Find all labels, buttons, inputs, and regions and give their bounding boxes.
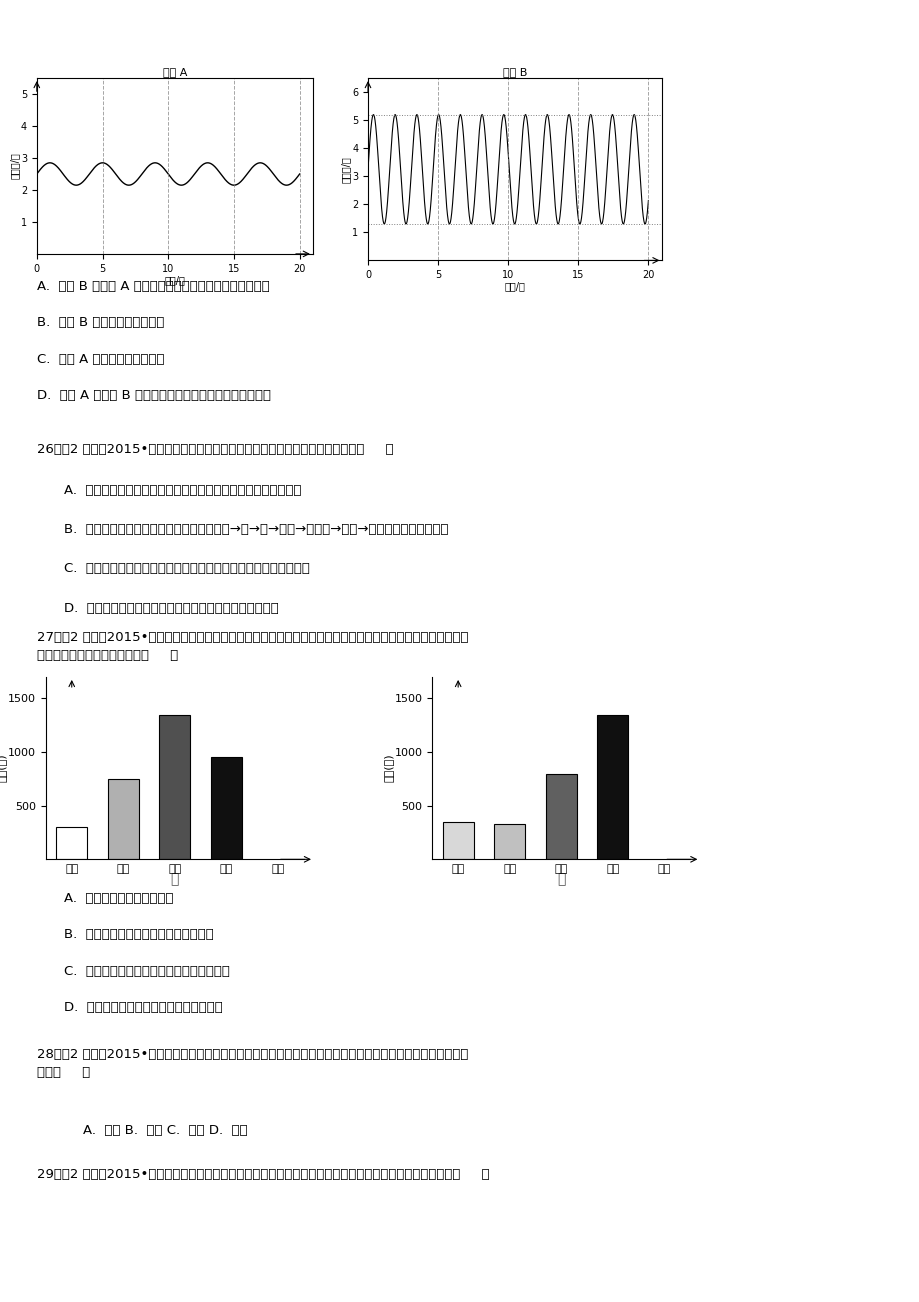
Text: 26．（2 分）（2015•攀枝花）呼吸运动是人重要的生命活动，下列说法错误的是（     ）: 26．（2 分）（2015•攀枝花）呼吸运动是人重要的生命活动，下列说法错误的是… — [37, 443, 393, 456]
Text: A.  曲线 B 与曲线 A 相比较呼吸频率和呼吸深度都比较缓和: A. 曲线 B 与曲线 A 相比较呼吸频率和呼吸深度都比较缓和 — [37, 280, 269, 293]
X-axis label: 时间/秒: 时间/秒 — [165, 275, 185, 285]
Text: D.  曲线 A 与曲线 B 相比较呼吸频率和呼吸深度都比较缓和: D. 曲线 A 与曲线 B 相比较呼吸频率和呼吸深度都比较缓和 — [37, 389, 270, 402]
Bar — [545, 773, 576, 859]
Text: C.  曲线 A 可能反映睡眠或散步: C. 曲线 A 可能反映睡眠或散步 — [37, 353, 165, 366]
Text: 29．（2 分）（2015•攀枝花）如图表示的是进入和离开身体某器官的血液内四种物质的相对含量，该器官是（     ）: 29．（2 分）（2015•攀枝花）如图表示的是进入和离开身体某器官的血液内四种… — [37, 1168, 489, 1181]
Title: 曲线 B: 曲线 B — [503, 68, 527, 77]
Text: D.  冬天，当空气经过呼吸道时，会变得湿润、温暖和清洁: D. 冬天，当空气经过呼吸道时，会变得湿润、温暖和清洁 — [64, 602, 278, 615]
Text: 27．（2 分）（2015•攀枝花）在某生态环境中有不同毛色的同种兔子，调查其数量如图甲，多年后再调查其数量
如图乙，下列叙述不合理的是（     ）: 27．（2 分）（2015•攀枝花）在某生态环境中有不同毛色的同种兔子，调查其数… — [37, 631, 468, 663]
Y-axis label: 肺容量/升: 肺容量/升 — [9, 152, 19, 180]
Text: 甲: 甲 — [170, 872, 179, 887]
X-axis label: 时间/秒: 时间/秒 — [505, 281, 525, 292]
Text: 乙: 乙 — [556, 872, 565, 887]
Y-axis label: 肺容量/升: 肺容量/升 — [340, 156, 350, 182]
Text: B.  最不利于在此环境中生存的是白色兔: B. 最不利于在此环境中生存的是白色兔 — [64, 928, 214, 941]
Text: C.  不同毛色兔子数量变化是自然选择的结果: C. 不同毛色兔子数量变化是自然选择的结果 — [64, 965, 230, 978]
Text: B.  曲线 B 可能反映剧烈的运动: B. 曲线 B 可能反映剧烈的运动 — [37, 316, 164, 329]
Y-axis label: 数量(只): 数量(只) — [0, 754, 6, 783]
Title: 曲线 A: 曲线 A — [163, 68, 187, 77]
Text: B.  氧气从外界进入人体内血液的路线是：鼻→咽→喉→气管→支气管→肺泡→肺泡周围的毛细血管网: B. 氧气从外界进入人体内血液的路线是：鼻→咽→喉→气管→支气管→肺泡→肺泡周围… — [64, 523, 448, 536]
Text: A.  兔子不同毛色是相对性状: A. 兔子不同毛色是相对性状 — [64, 892, 174, 905]
Bar — [210, 758, 242, 859]
Text: D.  浅色兔子为了适应环境发生了深色变异: D. 浅色兔子为了适应环境发生了深色变异 — [64, 1001, 223, 1014]
Y-axis label: 数量(只): 数量(只) — [383, 754, 392, 783]
Bar — [159, 715, 190, 859]
Bar — [442, 822, 473, 859]
Text: A.  三层 B.  四层 C.  五层 D.  六层: A. 三层 B. 四层 C. 五层 D. 六层 — [83, 1124, 247, 1137]
Text: C.  呼气时，胸廓扩大，肺内气压下降，肺内的气体通过呼吸道排出: C. 呼气时，胸廓扩大，肺内气压下降，肺内的气体通过呼吸道排出 — [64, 562, 310, 575]
Bar — [108, 779, 139, 859]
Text: 28．（2 分）（2015•攀枝花）肺泡内的氧气要进入周围毛细血管内的红细胞中进行运输，至少需要经过几层细胞
膜？（     ）: 28．（2 分）（2015•攀枝花）肺泡内的氧气要进入周围毛细血管内的红细胞中进… — [37, 1048, 468, 1079]
Text: A.  吸气时，肋间外肌和膈肌均收缩，胸廓扩大，外界气体进入肺: A. 吸气时，肋间外肌和膈肌均收缩，胸廓扩大，外界气体进入肺 — [64, 484, 301, 497]
Bar — [596, 715, 628, 859]
Bar — [56, 827, 87, 859]
Bar — [494, 824, 525, 859]
